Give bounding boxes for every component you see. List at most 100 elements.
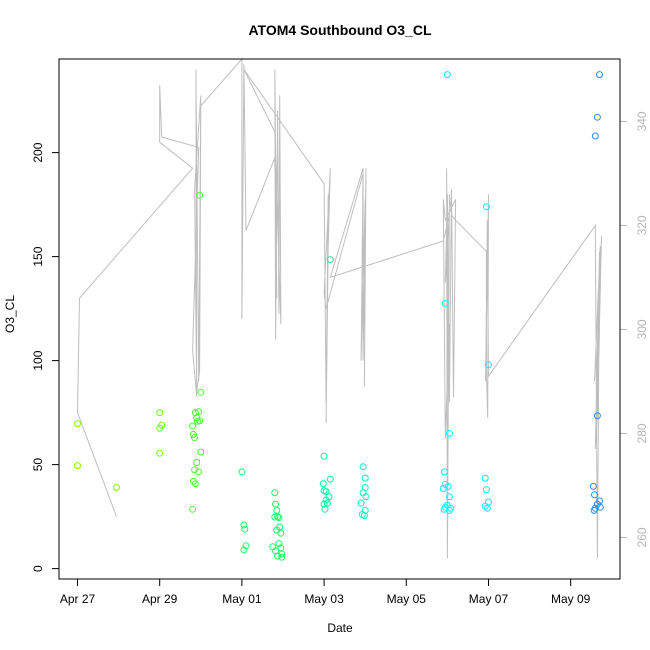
data-point xyxy=(320,452,328,460)
data-point xyxy=(441,468,448,476)
data-point xyxy=(156,409,164,417)
y2-tick-label: 260 xyxy=(635,527,649,547)
plot-frame xyxy=(58,58,621,580)
data-point xyxy=(481,502,489,510)
data-point xyxy=(589,482,597,490)
data-point xyxy=(193,459,201,466)
x-tick-label: Apr 27 xyxy=(60,592,96,606)
data-point xyxy=(362,493,370,501)
data-point xyxy=(359,489,367,497)
data-point xyxy=(323,499,331,507)
x-tick-label: May 03 xyxy=(304,592,344,606)
data-point xyxy=(196,417,204,425)
data-point xyxy=(241,525,249,533)
data-point xyxy=(593,412,601,420)
x-tick-label: May 05 xyxy=(387,592,427,606)
y-tick-label: 200 xyxy=(31,142,45,162)
data-point xyxy=(195,468,203,476)
data-point xyxy=(189,430,197,438)
data-point xyxy=(191,480,199,488)
data-point xyxy=(189,422,197,430)
data-point xyxy=(238,468,246,476)
data-point xyxy=(319,480,327,488)
data-point xyxy=(156,449,164,457)
data-point xyxy=(277,529,285,537)
data-point xyxy=(275,514,283,522)
data-point xyxy=(596,503,604,511)
data-point xyxy=(196,191,204,199)
data-point xyxy=(359,463,367,471)
data-point xyxy=(593,113,601,121)
data-point xyxy=(326,256,334,264)
data-point xyxy=(74,420,81,428)
data-point xyxy=(189,505,197,513)
data-point xyxy=(273,526,281,534)
data-point xyxy=(274,513,282,521)
x-tick-label: May 01 xyxy=(222,592,262,606)
y2-tick-label: 280 xyxy=(635,423,649,443)
y2-tick-label: 300 xyxy=(635,319,649,339)
data-point xyxy=(273,506,281,514)
data-point xyxy=(445,493,453,501)
data-point xyxy=(483,504,491,512)
points-layer xyxy=(74,71,604,561)
data-point xyxy=(361,474,369,482)
data-point xyxy=(275,540,283,548)
data-point xyxy=(445,506,453,514)
data-point xyxy=(156,424,164,432)
data-point xyxy=(269,543,277,551)
y-tick-label: 50 xyxy=(31,458,45,472)
track-line xyxy=(76,57,602,559)
data-point xyxy=(271,513,279,521)
data-point xyxy=(441,299,449,307)
data-point xyxy=(326,475,334,483)
data-point xyxy=(360,512,368,520)
x-tick-label: May 07 xyxy=(469,592,509,606)
data-point xyxy=(485,498,492,506)
y-tick-label: 100 xyxy=(31,350,45,370)
track-layer xyxy=(76,57,602,559)
data-point xyxy=(325,493,333,501)
x-tick-label: Apr 29 xyxy=(142,592,178,606)
data-point xyxy=(482,203,490,211)
data-point xyxy=(439,485,447,492)
data-point xyxy=(596,71,603,79)
data-point xyxy=(320,500,328,508)
y-tick-label: 0 xyxy=(31,565,45,572)
data-point xyxy=(191,434,199,442)
data-point xyxy=(278,550,286,558)
data-point xyxy=(195,408,203,416)
data-point xyxy=(197,448,205,456)
data-point xyxy=(322,488,330,496)
data-point xyxy=(191,466,199,474)
data-point xyxy=(278,553,286,561)
data-point xyxy=(197,388,205,396)
data-point xyxy=(445,429,453,437)
data-point xyxy=(591,491,598,499)
data-point xyxy=(272,500,280,508)
data-point xyxy=(74,462,81,470)
data-point xyxy=(481,474,489,482)
x-axis-label: Date xyxy=(327,621,353,635)
data-point xyxy=(274,552,282,560)
data-point xyxy=(240,546,248,554)
data-point xyxy=(321,505,329,513)
y2-tick-label: 320 xyxy=(635,215,649,235)
data-point xyxy=(271,489,279,497)
data-point xyxy=(443,71,451,79)
y2-tick-label: 340 xyxy=(635,111,649,131)
data-point xyxy=(482,486,490,494)
data-point xyxy=(191,409,199,417)
data-point xyxy=(357,499,365,507)
data-point xyxy=(591,132,599,140)
y-axis-label: O3_CL xyxy=(3,295,17,333)
axes-layer: Apr 27 Apr 29 May 01 May 03 May 05 May 07 May … xyxy=(31,111,649,606)
data-point xyxy=(590,506,598,514)
data-point xyxy=(485,361,492,369)
data-point xyxy=(113,484,120,491)
x-tick-label: May 09 xyxy=(551,592,591,606)
chart-title: ATOM4 Southbound O3_CL xyxy=(248,22,431,38)
data-point xyxy=(240,521,248,529)
